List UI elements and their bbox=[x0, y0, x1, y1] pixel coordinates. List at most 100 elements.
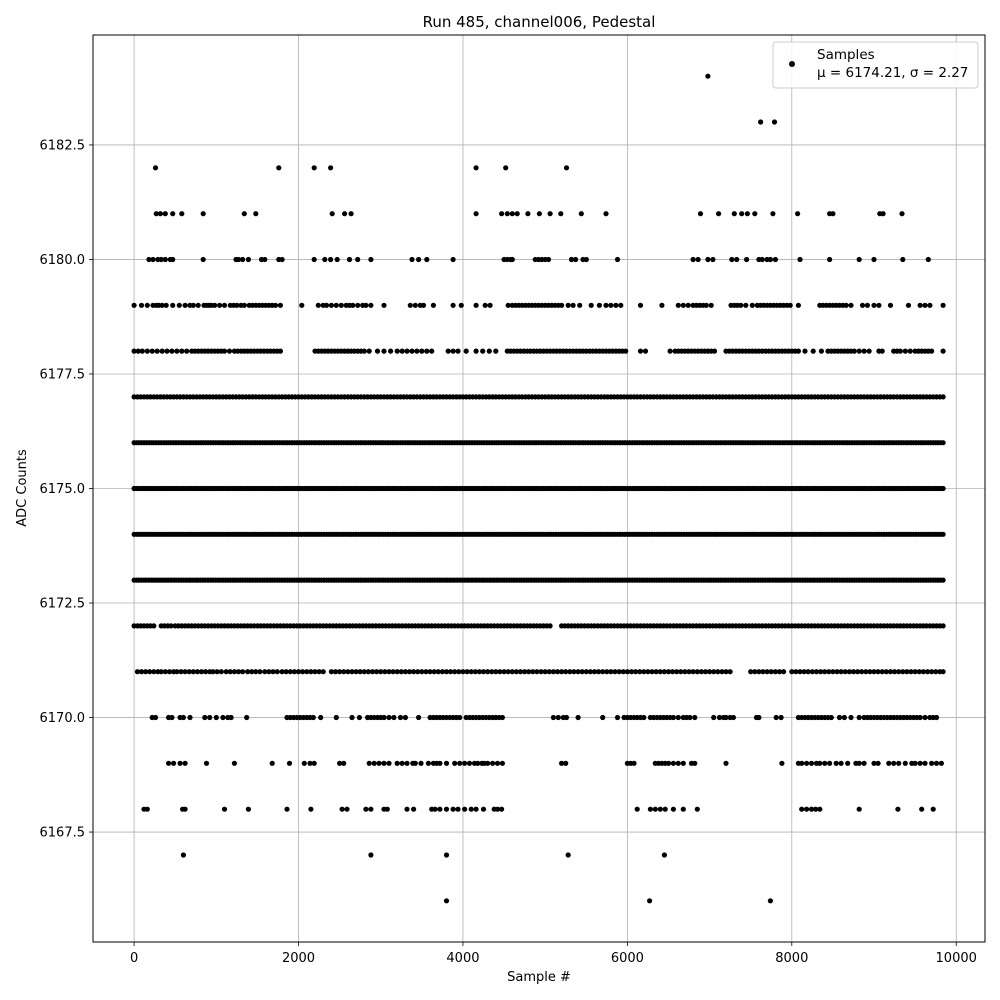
sample-point bbox=[645, 669, 651, 675]
sample-point bbox=[642, 348, 649, 354]
sample-point bbox=[356, 714, 362, 721]
sample-point bbox=[452, 760, 458, 766]
sample-point bbox=[177, 760, 183, 766]
sample-point bbox=[435, 669, 441, 675]
sample-point bbox=[151, 669, 157, 675]
sample-point bbox=[171, 760, 177, 766]
sample-point bbox=[604, 669, 610, 675]
sample-point bbox=[283, 669, 289, 675]
sample-point bbox=[328, 302, 334, 308]
sample-point bbox=[174, 348, 180, 354]
sample-point bbox=[270, 669, 276, 675]
sample-point bbox=[404, 806, 410, 812]
sample-point bbox=[680, 806, 686, 812]
sample-point bbox=[730, 714, 737, 721]
sample-point bbox=[462, 806, 468, 812]
sample-point bbox=[892, 669, 898, 675]
sample-point bbox=[929, 669, 935, 675]
sample-point bbox=[445, 348, 451, 354]
sample-point bbox=[381, 302, 387, 308]
sample-point bbox=[685, 302, 691, 308]
sample-point bbox=[249, 669, 255, 675]
sample-point bbox=[797, 669, 803, 675]
sample-point bbox=[828, 714, 834, 721]
sample-point bbox=[883, 669, 889, 675]
sample-point bbox=[912, 760, 918, 766]
x-tick-label: 10000 bbox=[936, 951, 977, 966]
sample-point bbox=[789, 669, 795, 675]
sample-point bbox=[404, 348, 410, 354]
sample-point bbox=[366, 760, 372, 766]
sample-point bbox=[414, 348, 420, 354]
sample-point bbox=[692, 760, 698, 766]
sample-point bbox=[575, 669, 581, 675]
sample-point bbox=[152, 165, 159, 171]
sample-point bbox=[266, 669, 272, 675]
sample-point bbox=[723, 669, 729, 675]
sample-point bbox=[353, 669, 359, 675]
sample-point bbox=[767, 256, 774, 263]
sample-point bbox=[213, 714, 219, 721]
sample-point bbox=[475, 760, 481, 766]
sample-point bbox=[752, 669, 758, 675]
sample-point bbox=[311, 256, 317, 263]
sample-point bbox=[182, 302, 188, 308]
sample-point bbox=[419, 348, 425, 354]
sample-point bbox=[300, 669, 306, 675]
sample-point bbox=[337, 669, 343, 675]
sample-point bbox=[378, 669, 384, 675]
sample-point bbox=[473, 165, 479, 171]
sample-point bbox=[624, 669, 631, 675]
sample-point bbox=[388, 348, 394, 354]
sample-point bbox=[310, 714, 316, 721]
sample-point bbox=[180, 714, 186, 721]
sample-point bbox=[555, 714, 561, 721]
sample-point bbox=[933, 669, 939, 675]
sample-point bbox=[680, 760, 686, 766]
sample-point bbox=[386, 760, 392, 766]
sample-point bbox=[448, 669, 454, 675]
sample-point bbox=[399, 760, 405, 766]
sample-point bbox=[682, 669, 688, 675]
sample-point bbox=[200, 211, 206, 217]
sample-point bbox=[565, 302, 571, 308]
sample-point bbox=[896, 760, 902, 766]
sample-point bbox=[308, 669, 314, 675]
sample-point bbox=[690, 669, 696, 675]
sample-point bbox=[895, 806, 901, 812]
sample-point bbox=[665, 669, 672, 675]
sample-point bbox=[652, 806, 658, 812]
sample-point bbox=[235, 256, 242, 263]
sample-point bbox=[411, 669, 417, 675]
sample-point bbox=[174, 669, 180, 675]
sample-point bbox=[489, 669, 495, 675]
sample-point bbox=[186, 669, 192, 675]
sample-point bbox=[497, 669, 503, 675]
sample-point bbox=[886, 760, 892, 766]
sample-point bbox=[203, 669, 209, 675]
sample-point bbox=[212, 302, 218, 308]
sample-point bbox=[739, 211, 745, 217]
sample-point bbox=[402, 714, 408, 721]
legend-stats: μ = 6174.21, σ = 2.27 bbox=[817, 65, 968, 81]
sample-point bbox=[838, 760, 844, 766]
sample-point bbox=[334, 256, 340, 263]
sample-point bbox=[871, 760, 877, 766]
sample-point bbox=[159, 302, 165, 308]
sample-point bbox=[455, 806, 461, 812]
sample-point bbox=[429, 348, 435, 354]
sample-point bbox=[834, 669, 840, 675]
sample-point bbox=[262, 256, 268, 263]
sample-point bbox=[843, 302, 849, 308]
sample-point bbox=[415, 669, 421, 675]
sample-point bbox=[571, 669, 577, 675]
sample-point bbox=[603, 302, 609, 308]
sample-point bbox=[169, 714, 175, 721]
sample-point bbox=[723, 714, 729, 721]
sample-point bbox=[138, 669, 145, 675]
sample-point bbox=[182, 669, 188, 675]
sample-point bbox=[240, 256, 246, 263]
sample-point bbox=[218, 669, 224, 675]
sample-point bbox=[499, 806, 505, 812]
sample-point bbox=[752, 211, 758, 217]
